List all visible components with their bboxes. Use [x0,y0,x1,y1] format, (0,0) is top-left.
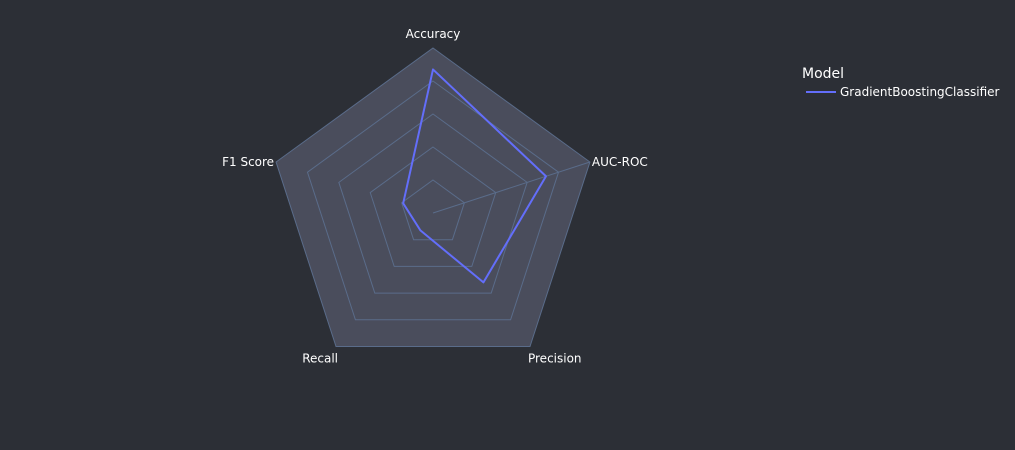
axis-label: Recall [302,351,338,365]
series-line[interactable] [402,68,547,284]
axis-labels: Accuracy AUC-ROC Precision Recall F1 Score [222,27,648,365]
radar-series [402,68,547,284]
polar-background [276,48,590,347]
polar-area [276,48,590,347]
grid-ring [306,80,560,321]
radial-axis-line [432,161,591,214]
legend-title: Model [802,66,844,82]
radar-grid [275,47,591,347]
legend-item[interactable]: GradientBoostingClassifier [806,85,1000,99]
legend: Model GradientBoostingClassifier [802,66,1000,99]
axis-label: F1 Score [222,155,274,169]
grid-ring [275,47,591,347]
axis-label: Precision [528,351,582,365]
grid-ring [369,146,497,267]
grid-ring [338,113,528,294]
axis-label: AUC-ROC [592,155,648,169]
axis-label: Accuracy [406,27,461,41]
legend-item-label: GradientBoostingClassifier [840,85,1000,99]
